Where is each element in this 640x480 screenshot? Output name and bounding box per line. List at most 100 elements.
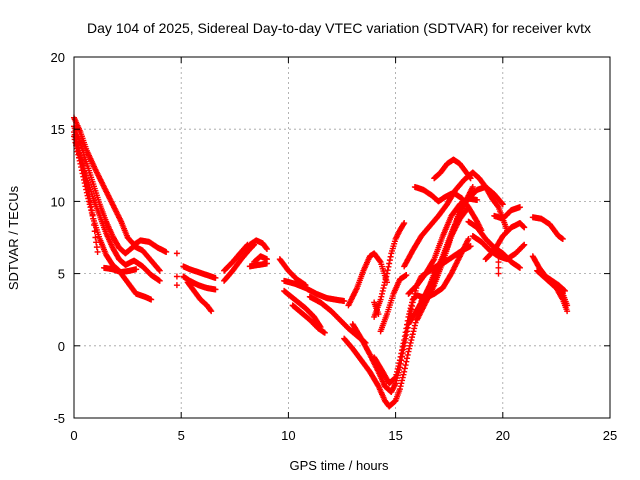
data-point [397, 353, 404, 360]
data-point [379, 287, 386, 294]
axis-ticks: 0 5 10 15 20 25 -5 0 5 10 15 20 [51, 50, 618, 443]
data-point [82, 175, 89, 182]
data-point [207, 307, 214, 314]
x-tick-label: 25 [603, 428, 617, 443]
data-point [80, 165, 87, 172]
y-tick-label: 5 [58, 267, 65, 282]
data-point [495, 259, 502, 266]
data-point [564, 302, 571, 309]
data-point [466, 174, 473, 181]
y-tick-label: 20 [51, 50, 65, 65]
series-sat-h [180, 263, 219, 281]
data-point [399, 377, 406, 384]
series-sat-g [173, 250, 180, 289]
plot-border [73, 56, 611, 419]
series-sat-ah [431, 156, 474, 182]
data-point [376, 258, 383, 265]
data-point [396, 360, 403, 367]
data-point [407, 339, 414, 346]
data-point [156, 266, 163, 273]
data-point [467, 175, 474, 182]
data-point [521, 224, 528, 231]
data-point [411, 325, 418, 332]
series-sat-al [482, 220, 528, 263]
data-point [212, 286, 219, 293]
series-sat-o [246, 260, 270, 270]
series-sat-am [491, 204, 523, 222]
data-point [400, 221, 407, 228]
data-point [393, 371, 400, 378]
data-point [403, 358, 410, 365]
data-point [163, 248, 170, 255]
data-point [263, 246, 270, 253]
data-point [386, 257, 393, 264]
data-point [72, 139, 79, 146]
data-point [401, 220, 408, 227]
data-point [401, 368, 408, 375]
data-point [408, 337, 415, 344]
data-point [465, 235, 472, 242]
data-point [469, 183, 476, 190]
data-point [84, 184, 91, 191]
data-point [86, 195, 93, 202]
data-point [408, 302, 415, 309]
data-point [400, 371, 407, 378]
data-point [386, 260, 393, 267]
y-tick-label: 10 [51, 194, 65, 209]
data-point [516, 264, 523, 271]
series-sat-k [221, 241, 258, 284]
data-point [474, 196, 481, 203]
data-point [173, 282, 180, 289]
data-point [409, 334, 416, 341]
series-sat-x [371, 235, 472, 387]
data-point [91, 228, 98, 235]
data-point [399, 343, 406, 350]
data-point [521, 241, 528, 248]
y-tick-label: -5 [53, 411, 65, 426]
x-tick-label: 5 [178, 428, 185, 443]
data-point [383, 273, 390, 280]
data-point [406, 311, 413, 318]
data-point [404, 351, 411, 358]
data-point [402, 362, 409, 369]
series-sat-r [281, 287, 324, 331]
data-point [148, 296, 155, 303]
data-point [173, 273, 180, 280]
data-point [399, 374, 406, 381]
data-point [86, 191, 93, 198]
data-point [378, 293, 385, 300]
data-point [394, 365, 401, 372]
data-point [88, 203, 95, 210]
data-point [406, 342, 413, 349]
data-point [401, 333, 408, 340]
series-sat-m [246, 237, 270, 253]
data-point [90, 215, 97, 222]
data-point [387, 253, 394, 260]
data-point [377, 296, 384, 303]
data-point [375, 311, 382, 318]
data-point [243, 242, 250, 249]
series-sat-y [371, 220, 408, 320]
data-point [397, 383, 404, 390]
data-point [403, 325, 410, 332]
data-point [83, 178, 90, 185]
data-point [381, 282, 388, 289]
data-point [409, 299, 416, 306]
series-sat-an [495, 259, 502, 277]
y-tick-label: 15 [51, 122, 65, 137]
data-point [380, 285, 387, 292]
data-point [400, 340, 407, 347]
x-tick-label: 10 [281, 428, 295, 443]
data-point [499, 200, 506, 207]
data-point [395, 363, 402, 370]
series-sat-z [377, 272, 410, 335]
data-point [401, 337, 408, 344]
series-sat-ag [411, 183, 485, 234]
data-point [212, 274, 219, 281]
data-point [79, 162, 86, 169]
data-point [89, 211, 96, 218]
data-points [71, 114, 571, 410]
data-point [403, 272, 410, 279]
data-point [398, 380, 405, 387]
data-point [499, 201, 506, 208]
